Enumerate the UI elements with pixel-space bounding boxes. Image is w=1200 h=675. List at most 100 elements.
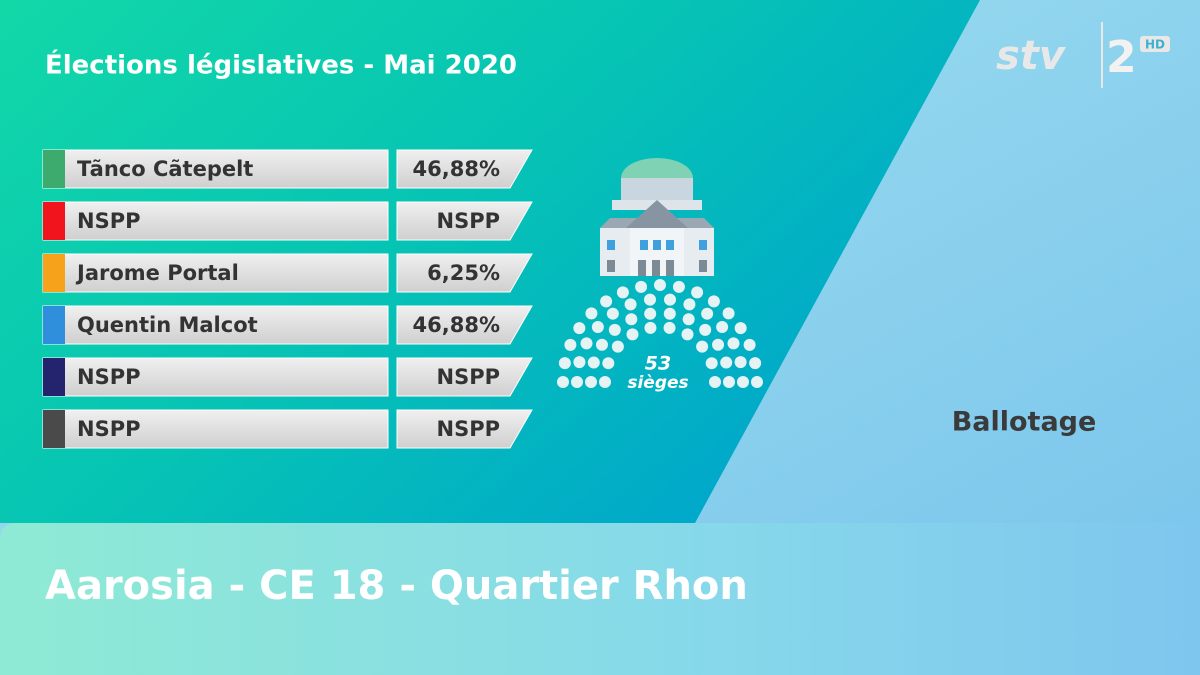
- seat: [608, 323, 621, 336]
- result-row: NSPP NSPP: [42, 201, 533, 241]
- seat: [654, 279, 666, 291]
- result-box: [396, 149, 533, 189]
- result-row: Jarome Portal 6,25%: [42, 253, 533, 293]
- seat: [644, 307, 657, 320]
- result-row: NSPP NSPP: [42, 409, 533, 449]
- seat: [723, 376, 735, 388]
- footer-location: Aarosia - CE 18 - Quartier Rhon: [45, 563, 748, 609]
- seat: [571, 376, 583, 388]
- seat: [564, 338, 577, 351]
- seat: [602, 357, 615, 370]
- name-box: [42, 357, 389, 397]
- seat: [587, 356, 600, 369]
- seat: [696, 340, 709, 353]
- logo-text: stv: [996, 33, 1067, 79]
- seat-label: sièges: [627, 373, 688, 393]
- seat: [573, 356, 586, 369]
- candidate-name: Quentin Malcot: [77, 313, 258, 337]
- seat: [716, 320, 729, 333]
- name-box: [42, 201, 389, 241]
- seat: [606, 307, 619, 320]
- seat: [580, 337, 593, 350]
- logo-badge: HD: [1145, 38, 1165, 52]
- result-row: Quentin Malcot 46,88%: [42, 305, 533, 345]
- seat: [737, 376, 749, 388]
- seat: [600, 295, 613, 308]
- seat: [611, 340, 624, 353]
- result-value: NSPP: [437, 365, 500, 389]
- candidate-name: NSPP: [77, 209, 140, 233]
- seat: [625, 313, 638, 326]
- seat: [635, 280, 648, 293]
- result-value: NSPP: [437, 209, 500, 233]
- seat: [644, 321, 657, 334]
- result-value: NSPP: [437, 417, 500, 441]
- seat: [643, 293, 656, 306]
- seat: [743, 338, 756, 351]
- seat: [749, 357, 762, 370]
- name-box: [42, 149, 389, 189]
- party-color: [43, 410, 65, 448]
- results-list: Tãnco Cãtepelt 46,88% NSPP NSPP Jarome Porta…: [42, 149, 533, 449]
- seat: [585, 376, 597, 388]
- seat: [691, 286, 704, 299]
- seat-count: 53: [645, 353, 671, 375]
- seat: [682, 313, 695, 326]
- candidate-name: NSPP: [77, 417, 140, 441]
- seat: [591, 320, 604, 333]
- seat: [573, 322, 586, 335]
- seat: [720, 356, 733, 369]
- result-value: 6,25%: [427, 261, 500, 285]
- candidate-name: NSPP: [77, 365, 140, 389]
- logo: stv 2 HD: [996, 22, 1170, 88]
- result-box: [396, 253, 533, 293]
- seat: [683, 298, 696, 311]
- seat: [712, 338, 725, 351]
- seat: [599, 376, 611, 388]
- result-box: [396, 201, 533, 241]
- seat: [557, 376, 569, 388]
- seat: [681, 328, 694, 341]
- seat: [664, 293, 677, 306]
- party-color: [43, 202, 65, 240]
- party-color: [43, 150, 65, 188]
- seat: [616, 286, 629, 299]
- name-box: [42, 305, 389, 345]
- result-value: 46,88%: [413, 157, 500, 181]
- candidate-name: Jarome Portal: [75, 261, 239, 285]
- logo-number: 2: [1106, 32, 1137, 83]
- seat: [727, 337, 740, 350]
- status: Ballotage: [952, 407, 1097, 438]
- seat: [624, 298, 637, 311]
- result-row: Tãnco Cãtepelt 46,88%: [42, 149, 533, 189]
- hemicycle: [557, 279, 763, 388]
- seat: [707, 295, 720, 308]
- seat: [751, 376, 763, 388]
- party-color: [43, 358, 65, 396]
- candidate-name: Tãnco Cãtepelt: [77, 157, 253, 181]
- seat: [705, 357, 718, 370]
- name-box: [42, 253, 389, 293]
- seat: [585, 307, 598, 320]
- result-value: 46,88%: [413, 313, 500, 337]
- seat: [663, 321, 676, 334]
- seat: [734, 322, 747, 335]
- result-box: [396, 409, 533, 449]
- seat: [558, 357, 571, 370]
- building-icon: [600, 158, 714, 276]
- seat: [663, 307, 676, 320]
- seat: [672, 280, 685, 293]
- seat: [709, 376, 721, 388]
- result-box: [396, 357, 533, 397]
- seat: [734, 356, 747, 369]
- name-box: [42, 409, 389, 449]
- party-color: [43, 254, 65, 292]
- seat: [701, 307, 714, 320]
- seat: [722, 307, 735, 320]
- party-color: [43, 306, 65, 344]
- logo-badge-bg: [1140, 36, 1170, 52]
- footer-band: [0, 523, 1200, 675]
- seat: [626, 328, 639, 341]
